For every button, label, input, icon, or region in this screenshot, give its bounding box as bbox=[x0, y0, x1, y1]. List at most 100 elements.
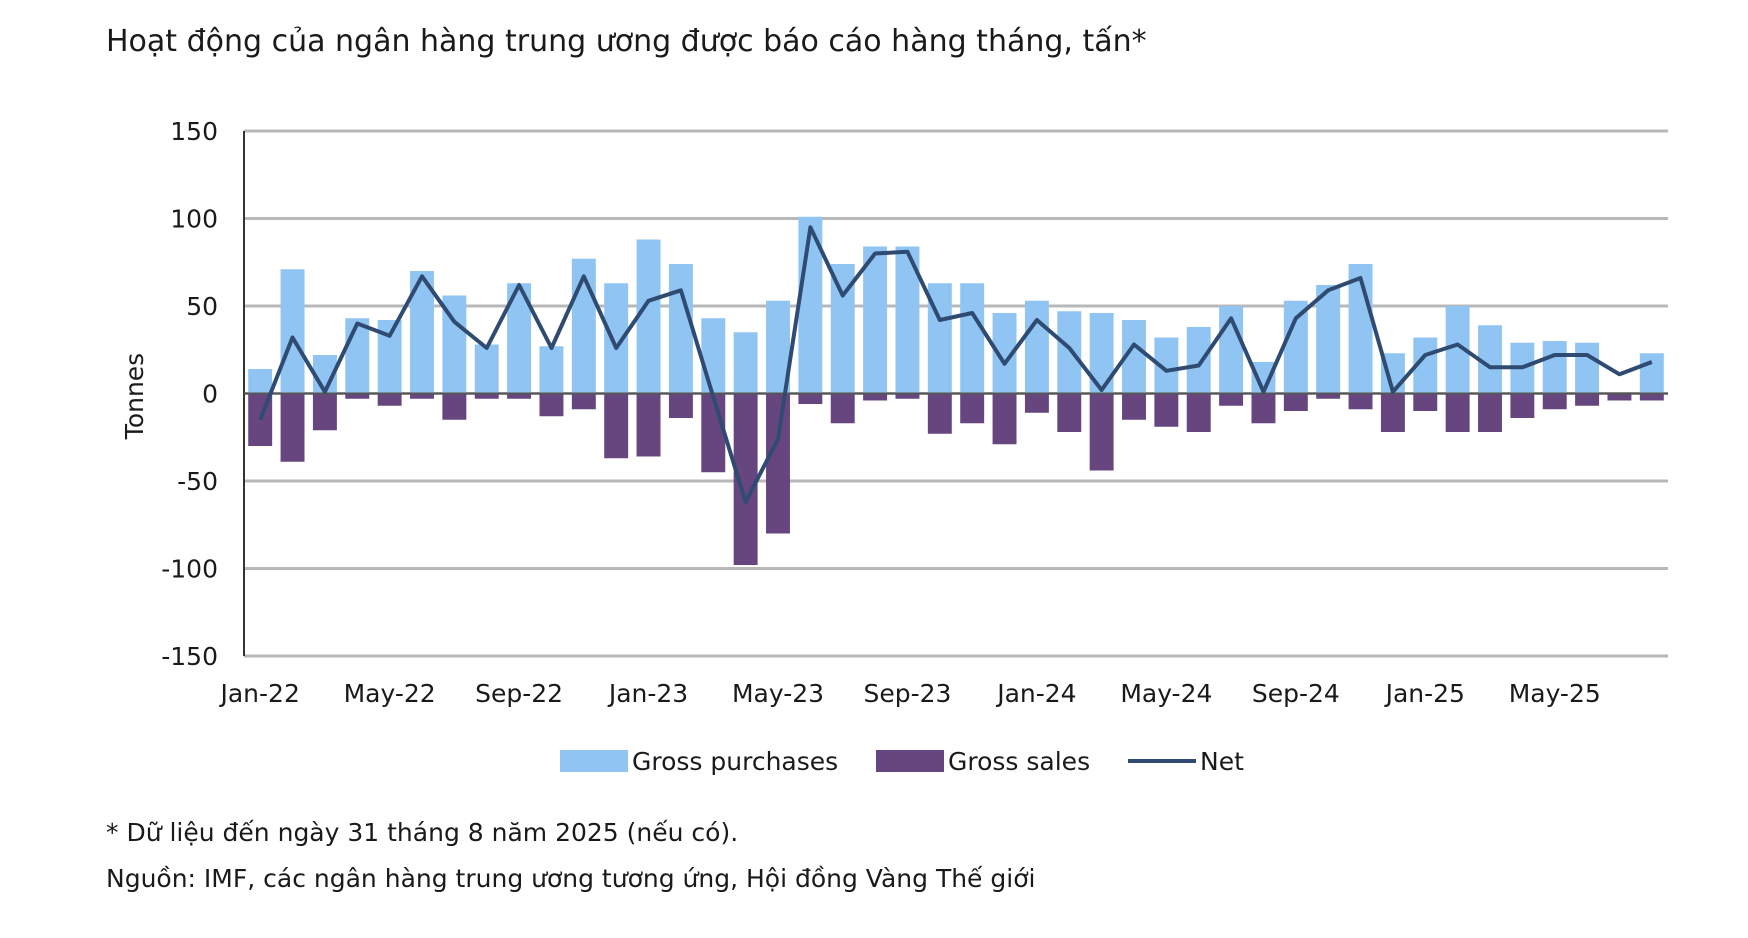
gross-sales-bar bbox=[960, 393, 985, 424]
gross-sales-bar bbox=[1413, 393, 1438, 411]
y-tick-label: 100 bbox=[170, 205, 218, 234]
gross-sales-bar bbox=[863, 393, 888, 401]
page-title: Hoạt động của ngân hàng trung ương được … bbox=[106, 24, 1147, 59]
gross-purchases-bar bbox=[539, 346, 564, 394]
gross-sales-bar bbox=[1024, 393, 1049, 413]
x-tick-label: May-25 bbox=[1509, 679, 1601, 708]
gross-sales-bar bbox=[1380, 393, 1405, 432]
gross-sales-bar bbox=[992, 393, 1017, 445]
gross-sales-bar bbox=[410, 393, 434, 399]
legend: Gross purchases Gross sales Net bbox=[560, 747, 1244, 776]
gross-sales-bar bbox=[604, 393, 629, 459]
gross-purchases-bar bbox=[701, 318, 726, 394]
gross-sales-bar bbox=[442, 393, 467, 420]
gross-purchases-bar bbox=[992, 313, 1017, 394]
y-axis-label: Tonnes bbox=[120, 353, 149, 440]
gross-sales-bar bbox=[571, 393, 596, 410]
gross-sales-bar bbox=[1122, 393, 1146, 420]
gross-purchases-bar bbox=[1186, 327, 1211, 394]
gross-purchases-bar bbox=[895, 246, 920, 394]
gross-purchases-bar bbox=[1478, 325, 1502, 394]
gross-purchases-bar bbox=[604, 283, 629, 394]
x-tick-label: Jan-25 bbox=[1384, 679, 1465, 708]
gross-sales-bar bbox=[1639, 393, 1664, 401]
gross-sales-bar bbox=[507, 393, 532, 399]
legend-label-net: Net bbox=[1200, 747, 1244, 776]
legend-label-gross-sales: Gross sales bbox=[948, 747, 1090, 776]
gross-sales-bar bbox=[1283, 393, 1308, 411]
gross-purchases-bar bbox=[377, 320, 402, 394]
x-tick-label: Jan-23 bbox=[607, 679, 688, 708]
gross-purchases-bar bbox=[410, 271, 434, 394]
x-tick-label: Jan-22 bbox=[218, 679, 299, 708]
gross-sales-bars bbox=[248, 393, 1664, 565]
gross-purchases-bar bbox=[1057, 311, 1082, 394]
y-tick-label: -50 bbox=[177, 467, 218, 496]
gross-purchases-bar bbox=[1445, 306, 1470, 394]
net-line bbox=[258, 225, 1653, 504]
gross-purchases-bar bbox=[1089, 313, 1114, 394]
gross-sales-bar bbox=[798, 393, 823, 404]
legend-label-gross-purchases: Gross purchases bbox=[632, 747, 838, 776]
gross-purchases-bar bbox=[1575, 342, 1600, 394]
gross-sales-bar bbox=[1186, 393, 1211, 432]
x-tick-label: May-23 bbox=[732, 679, 824, 708]
gross-purchases-bar bbox=[733, 332, 758, 394]
gross-sales-bar bbox=[1575, 393, 1600, 406]
gross-purchases-bar bbox=[863, 246, 888, 394]
x-tick-label: Sep-24 bbox=[1252, 679, 1340, 708]
gross-purchases-bar bbox=[668, 264, 693, 394]
gross-sales-bar bbox=[766, 393, 790, 534]
gross-sales-bar bbox=[1057, 393, 1082, 432]
gross-sales-bar bbox=[927, 393, 952, 434]
gross-sales-bar bbox=[345, 393, 370, 399]
gross-sales-bar bbox=[1348, 393, 1373, 410]
gross-sales-bar bbox=[1510, 393, 1535, 418]
gross-sales-bar bbox=[312, 393, 337, 431]
gross-sales-bar bbox=[1251, 393, 1276, 424]
gross-sales-bar bbox=[1219, 393, 1244, 406]
y-tick-label: 150 bbox=[170, 117, 218, 146]
gross-sales-bar bbox=[895, 393, 920, 399]
gross-purchases-bar bbox=[766, 300, 790, 394]
gross-purchases-bar bbox=[442, 295, 467, 394]
gross-purchases-bar bbox=[474, 344, 499, 394]
gross-purchases-bar bbox=[1283, 300, 1308, 394]
gross-sales-bar bbox=[1478, 393, 1502, 432]
gross-sales-bar bbox=[1316, 393, 1341, 399]
gross-sales-bar bbox=[636, 393, 661, 457]
y-tick-label: 0 bbox=[202, 380, 218, 409]
gross-sales-bar bbox=[1445, 393, 1470, 432]
x-tick-label: Sep-22 bbox=[475, 679, 563, 708]
gross-purchases-bar bbox=[1542, 341, 1567, 394]
gross-purchases-bar bbox=[1154, 337, 1179, 394]
gross-sales-bar bbox=[474, 393, 499, 399]
gross-purchases-bar bbox=[1122, 320, 1146, 394]
net-line-series bbox=[258, 225, 1653, 504]
gross-sales-bar bbox=[1542, 393, 1567, 410]
axes bbox=[243, 131, 1668, 656]
x-tick-label: May-24 bbox=[1120, 679, 1212, 708]
gross-purchases-bar bbox=[960, 283, 985, 394]
gross-sales-bar bbox=[377, 393, 402, 406]
footnote: * Dữ liệu đến ngày 31 tháng 8 năm 2025 (… bbox=[106, 818, 739, 847]
legend-swatch-gross-purchases bbox=[560, 750, 628, 772]
gross-purchases-bar bbox=[248, 369, 273, 394]
legend-swatch-gross-sales bbox=[876, 750, 944, 772]
gross-sales-bar bbox=[701, 393, 726, 473]
gross-sales-bar bbox=[1154, 393, 1179, 427]
source-note: Nguồn: IMF, các ngân hàng trung ương tươ… bbox=[106, 864, 1036, 893]
y-tick-label: -100 bbox=[161, 555, 218, 584]
gross-sales-bar bbox=[1607, 393, 1632, 401]
gross-purchases-bar bbox=[345, 318, 370, 394]
x-tick-label: May-22 bbox=[344, 679, 436, 708]
gross-purchases-bar bbox=[280, 269, 305, 394]
gross-purchases-bar bbox=[1316, 285, 1341, 394]
gross-purchases-bar bbox=[830, 264, 855, 394]
gross-sales-bar bbox=[830, 393, 855, 424]
x-tick-label: Sep-23 bbox=[863, 679, 951, 708]
gross-purchases-bar bbox=[1024, 300, 1049, 394]
x-tick-label: Jan-24 bbox=[995, 679, 1076, 708]
gross-purchases-bar bbox=[636, 239, 661, 394]
